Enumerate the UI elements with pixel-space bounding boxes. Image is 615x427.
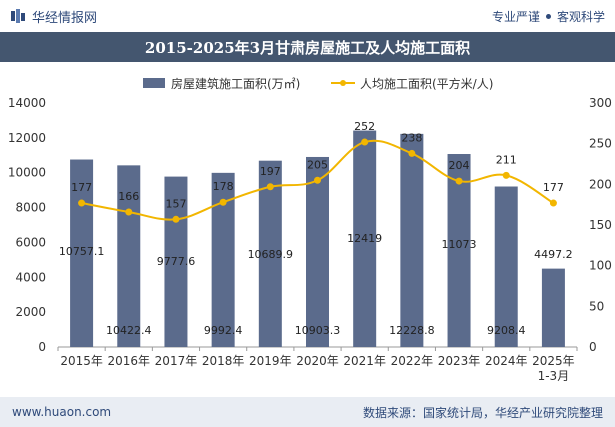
footer: www.huaon.com 数据来源：国家统计局，华经产业研究院整理 bbox=[0, 397, 615, 427]
line-point bbox=[172, 215, 180, 223]
y-left-tick-label: 8000 bbox=[15, 201, 46, 215]
line-point bbox=[549, 199, 557, 207]
line-value-label: 211 bbox=[496, 153, 517, 166]
line-value-label: 197 bbox=[260, 165, 281, 178]
line-point bbox=[361, 138, 369, 146]
x-tick-label: 1-3月 bbox=[538, 369, 570, 383]
line-point bbox=[314, 176, 321, 184]
x-tick-label: 2022年 bbox=[391, 354, 434, 368]
line-value-label: 205 bbox=[307, 158, 328, 171]
footer-url: www.huaon.com bbox=[12, 405, 112, 419]
bar bbox=[494, 186, 518, 347]
footer-source: 数据来源：国家统计局，华经产业研究院整理 bbox=[362, 405, 603, 420]
x-tick-label: 2020年 bbox=[296, 354, 339, 368]
brand-name: 华经情报网 bbox=[32, 10, 98, 26]
y-left-tick-label: 0 bbox=[38, 340, 46, 354]
line-point bbox=[78, 199, 86, 207]
x-tick-label: 2023年 bbox=[438, 354, 481, 368]
separator-dot-icon bbox=[545, 13, 551, 19]
chart-title: 2015-2025年3月甘肃房屋施工及人均施工面积 bbox=[0, 32, 615, 62]
y-right-tick-label: 250 bbox=[589, 137, 612, 151]
bar-value-label: 9208.4 bbox=[487, 324, 526, 337]
legend-swatch-bar bbox=[143, 78, 165, 88]
bar bbox=[541, 268, 565, 347]
y-right-tick-label: 0 bbox=[589, 340, 597, 354]
y-left-tick-label: 6000 bbox=[15, 235, 46, 249]
bar bbox=[258, 160, 282, 347]
top-bar: 华经情报网 专业严谨 客观科学 bbox=[0, 0, 615, 32]
x-tick-label: 2024年 bbox=[485, 354, 528, 368]
bar-value-label: 9992.4 bbox=[204, 324, 243, 337]
line-value-label: 178 bbox=[213, 180, 234, 193]
y-left-tick-label: 12000 bbox=[8, 131, 46, 145]
legend: 房屋建筑施工面积(万㎡) 人均施工面积(平方米/人) bbox=[143, 76, 493, 91]
line-value-label: 177 bbox=[543, 181, 564, 194]
bar bbox=[211, 172, 235, 347]
tagline-left: 专业严谨 bbox=[491, 9, 540, 24]
y-left-tick-label: 10000 bbox=[8, 166, 46, 180]
tagline: 专业严谨 客观科学 bbox=[492, 8, 605, 25]
line-value-label: 177 bbox=[71, 181, 92, 194]
y-right-tick-label: 100 bbox=[589, 259, 612, 273]
line-value-label: 157 bbox=[165, 197, 186, 210]
x-tick-label: 2021年 bbox=[343, 354, 386, 368]
line-point bbox=[408, 149, 416, 157]
x-tick-label: 2019年 bbox=[249, 354, 292, 368]
y-left-tick-label: 2000 bbox=[15, 305, 46, 319]
bar-value-label: 4497.2 bbox=[534, 248, 573, 261]
axes: 0 2000 4000 6000 8000 10000 12000 14000 0 50 100 15… bbox=[8, 96, 612, 383]
bar-value-label: 11073 bbox=[442, 238, 477, 251]
y-left-tick-label: 14000 bbox=[8, 96, 46, 110]
bar-value-label: 10689.9 bbox=[248, 248, 294, 261]
bar bbox=[70, 159, 94, 347]
bar bbox=[353, 130, 377, 347]
brand-logo-icon bbox=[11, 9, 25, 23]
brand: 华经情报网 bbox=[10, 7, 97, 26]
y-right-tick-label: 50 bbox=[589, 299, 604, 313]
x-tick-label: 2018年 bbox=[202, 354, 245, 368]
bar-value-label: 12228.8 bbox=[389, 324, 435, 337]
line-value-label: 238 bbox=[401, 131, 422, 144]
line-point bbox=[455, 177, 463, 185]
y-right-tick-label: 300 bbox=[589, 96, 612, 110]
line-point bbox=[219, 198, 227, 206]
y-left-tick-label: 4000 bbox=[15, 270, 46, 284]
bar bbox=[400, 133, 424, 347]
legend-label-bar: 房屋建筑施工面积(万㎡) bbox=[171, 76, 300, 91]
legend-swatch-line-marker bbox=[340, 80, 346, 86]
line-value-label: 252 bbox=[354, 120, 375, 133]
line-point bbox=[266, 183, 274, 191]
bar bbox=[447, 154, 471, 347]
x-tick-label: 2016年 bbox=[107, 354, 150, 368]
data-labels: 10757.1 10422.4 9777.6 9992.4 10689.9 10903.3… bbox=[59, 120, 573, 337]
bar-value-label: 10903.3 bbox=[295, 324, 341, 337]
combo-chart: 房屋建筑施工面积(万㎡) 人均施工面积(平方米/人) 02000400060008… bbox=[8, 76, 612, 383]
y-right-tick-label: 150 bbox=[589, 218, 612, 232]
y-right-tick-label: 200 bbox=[589, 177, 612, 191]
bar-value-label: 10422.4 bbox=[106, 324, 152, 337]
bar bbox=[306, 156, 329, 347]
line-series bbox=[78, 138, 557, 223]
line-value-label: 166 bbox=[118, 190, 139, 203]
x-tick-label: 2015年 bbox=[60, 354, 103, 368]
bar-value-label: 9777.6 bbox=[157, 255, 196, 268]
line-value-label: 204 bbox=[449, 159, 470, 172]
line-point bbox=[125, 208, 133, 216]
tagline-right: 客观科学 bbox=[556, 9, 605, 24]
bar-value-label: 12419 bbox=[347, 232, 382, 245]
x-tick-label: 2017年 bbox=[155, 354, 198, 368]
x-tick-label: 2025年 bbox=[532, 354, 575, 368]
legend-label-line: 人均施工面积(平方米/人) bbox=[360, 76, 493, 91]
line-point bbox=[502, 171, 510, 179]
bar-value-label: 10757.1 bbox=[59, 245, 105, 258]
